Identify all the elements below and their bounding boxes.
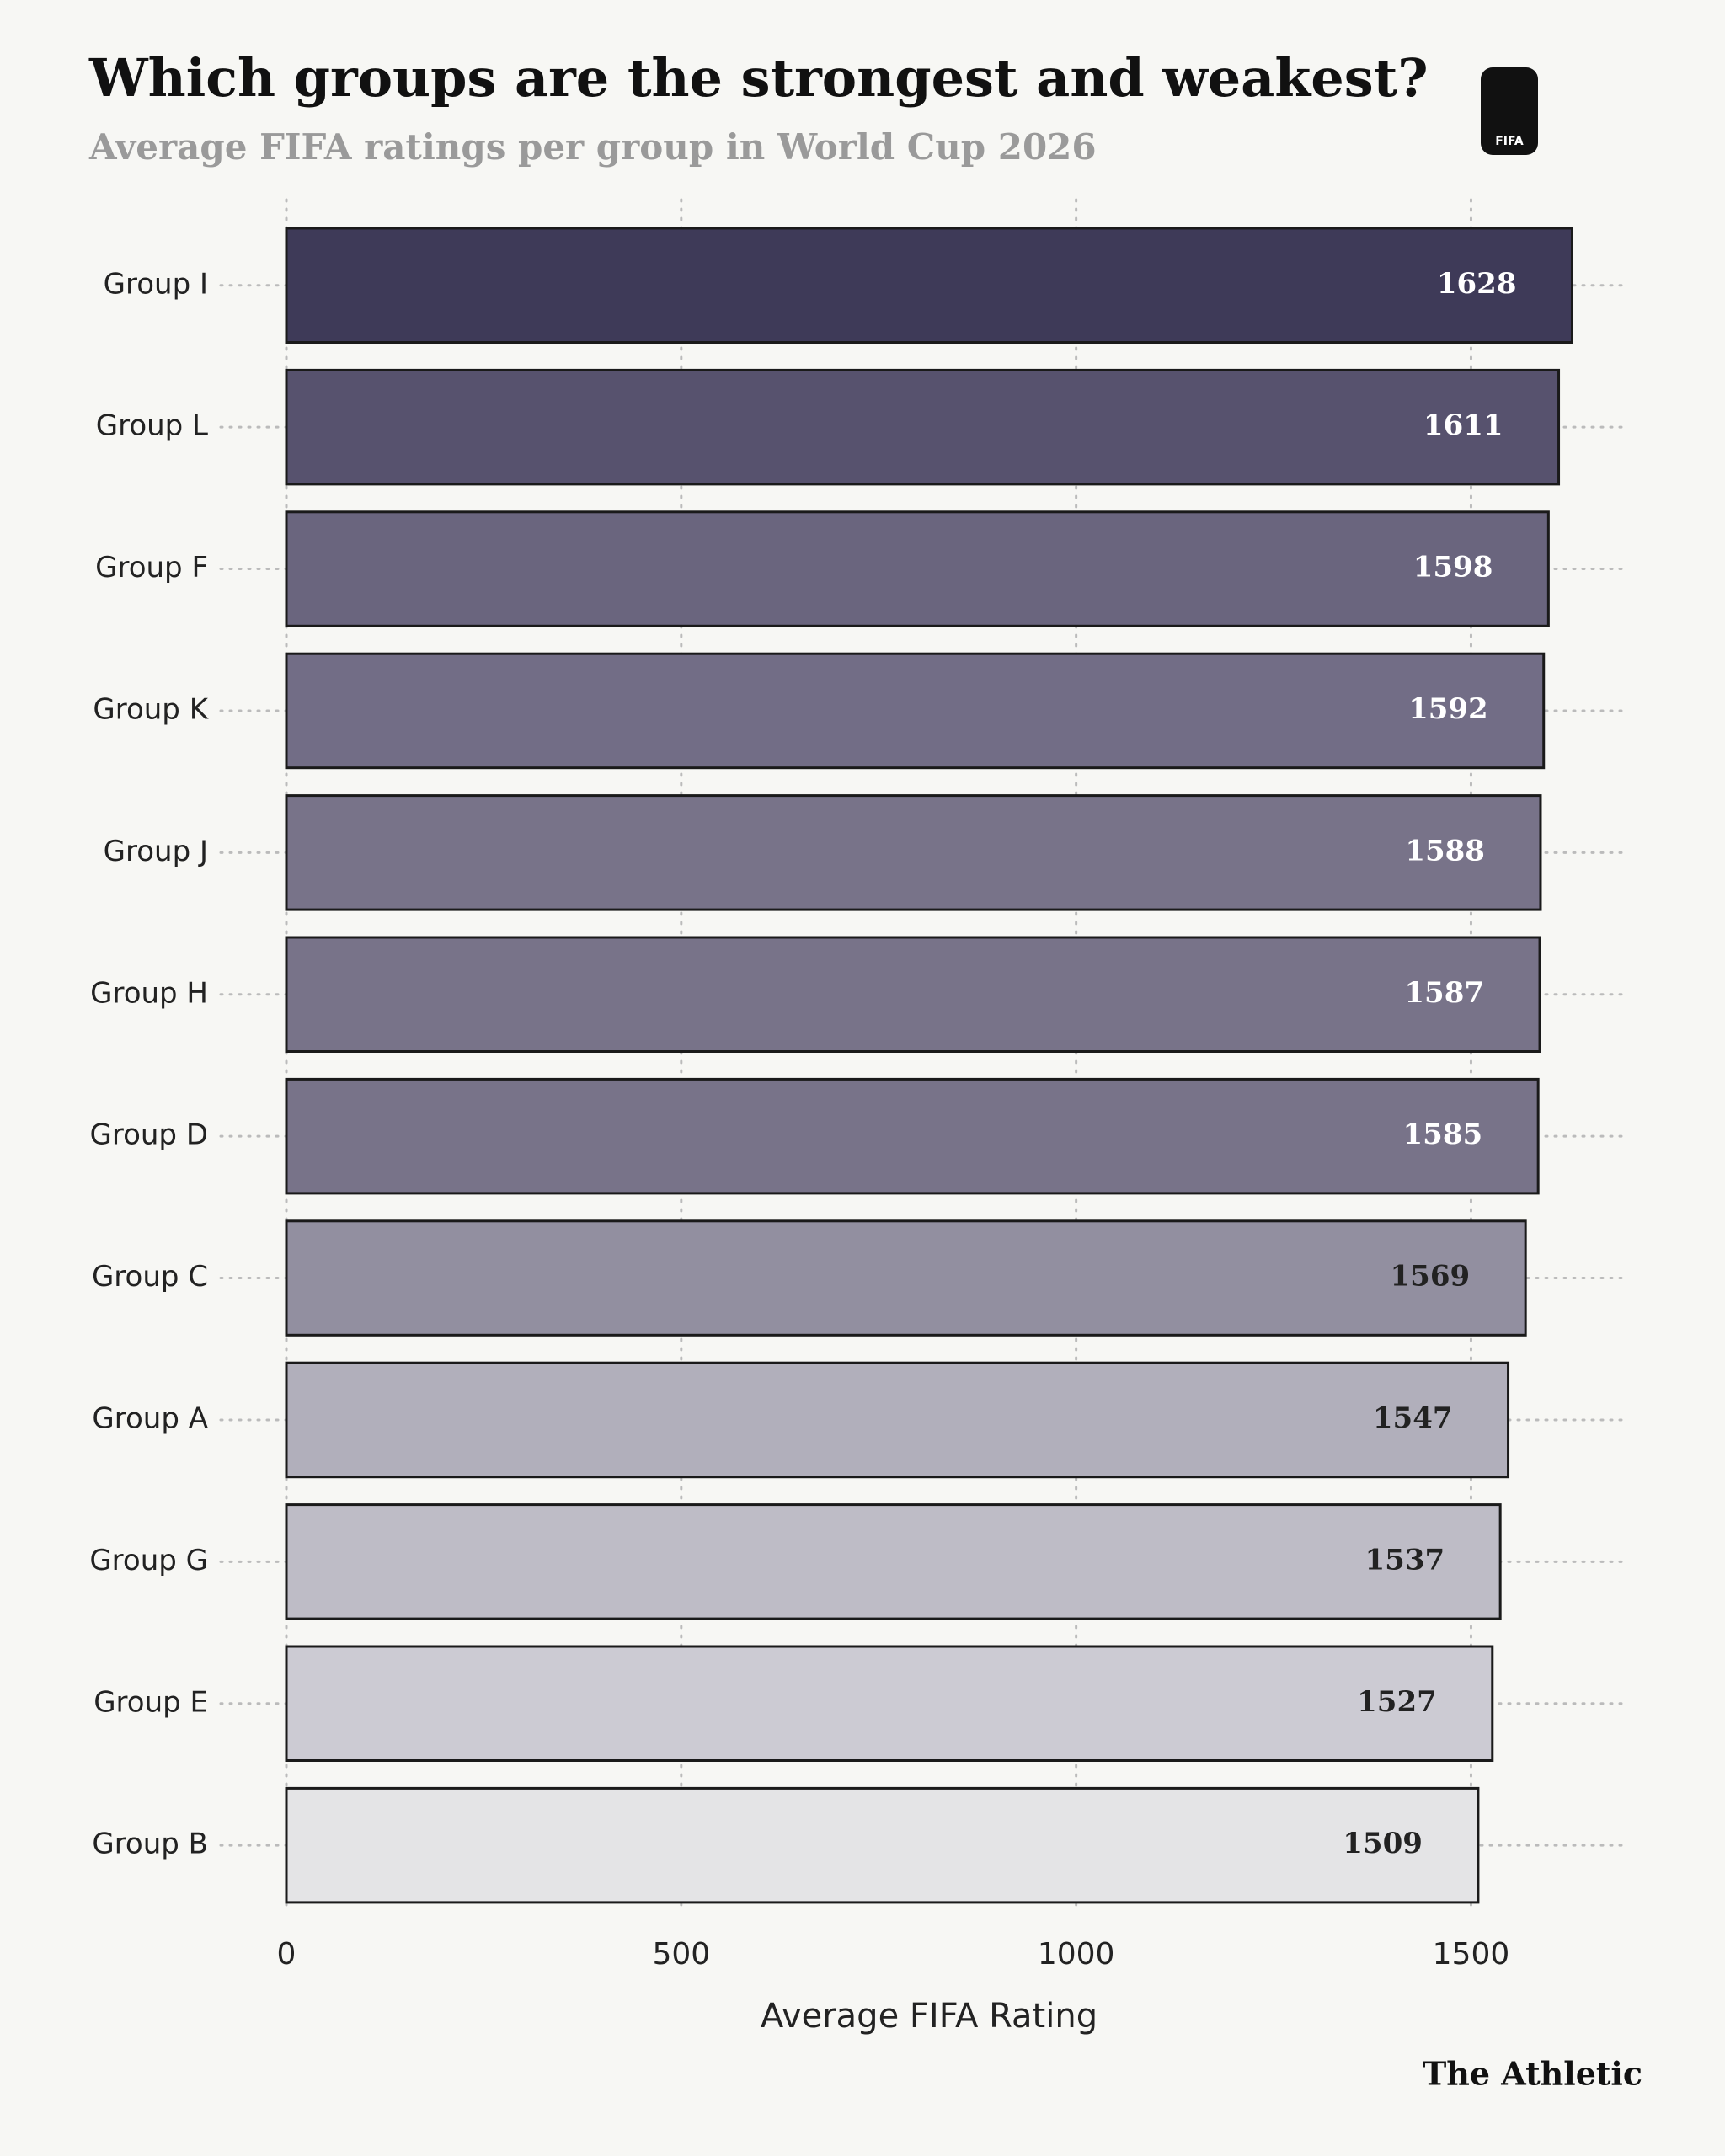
- bar: [285, 1645, 1494, 1762]
- x-tick-label: 500: [652, 1937, 710, 1972]
- value-label: 1509: [1343, 1827, 1423, 1860]
- x-tick-label: 1500: [1433, 1937, 1510, 1972]
- x-tick-label: 1000: [1038, 1937, 1115, 1972]
- source: The Athletic: [1423, 2055, 1642, 2093]
- logo: FIFA: [1481, 67, 1538, 155]
- value-label: 1628: [1437, 267, 1517, 301]
- value-label: 1585: [1403, 1118, 1483, 1151]
- value-label: 1588: [1405, 834, 1485, 867]
- y-tick-label: Group E: [93, 1685, 208, 1719]
- bar: [285, 1077, 1540, 1195]
- value-label: 1537: [1365, 1543, 1445, 1577]
- chart-title: Which groups are the strongest and weake…: [88, 47, 1429, 109]
- y-tick-label: Group F: [95, 551, 208, 584]
- value-label: 1547: [1373, 1401, 1453, 1435]
- logo-badge: [1481, 67, 1538, 155]
- x-tick-label: 0: [277, 1937, 296, 1972]
- y-tick-label: Group C: [92, 1260, 208, 1294]
- y-tick-label: Group A: [92, 1401, 208, 1435]
- y-tick-label: Group J: [104, 835, 208, 868]
- y-tick-label: Group L: [96, 409, 208, 443]
- value-label: 1527: [1357, 1685, 1437, 1719]
- y-tick-label: Group K: [93, 692, 209, 726]
- value-label: 1592: [1408, 692, 1488, 726]
- value-label: 1569: [1391, 1260, 1471, 1294]
- bar: [285, 1786, 1480, 1904]
- bar: [285, 936, 1541, 1053]
- bar: [285, 227, 1573, 344]
- chart-subtitle: Average FIFA ratings per group in World …: [88, 126, 1097, 168]
- y-tick-label: Group H: [90, 976, 208, 1010]
- y-tick-label: Group D: [90, 1118, 209, 1152]
- logo-text: FIFA: [1495, 135, 1524, 148]
- bar: [285, 510, 1550, 627]
- value-label: 1587: [1404, 976, 1484, 1010]
- y-tick-label: Group I: [104, 267, 208, 301]
- bar: [285, 652, 1546, 770]
- y-tick-label: Group B: [92, 1828, 208, 1861]
- bar: [285, 1219, 1527, 1337]
- bar: [285, 1503, 1502, 1620]
- bar: [285, 794, 1542, 911]
- x-axis-label: Average FIFA Rating: [761, 1997, 1097, 2036]
- bar: [285, 1361, 1510, 1479]
- y-tick-label: Group G: [89, 1544, 208, 1577]
- value-label: 1598: [1413, 551, 1493, 584]
- bar: [285, 368, 1561, 486]
- value-label: 1611: [1423, 408, 1503, 442]
